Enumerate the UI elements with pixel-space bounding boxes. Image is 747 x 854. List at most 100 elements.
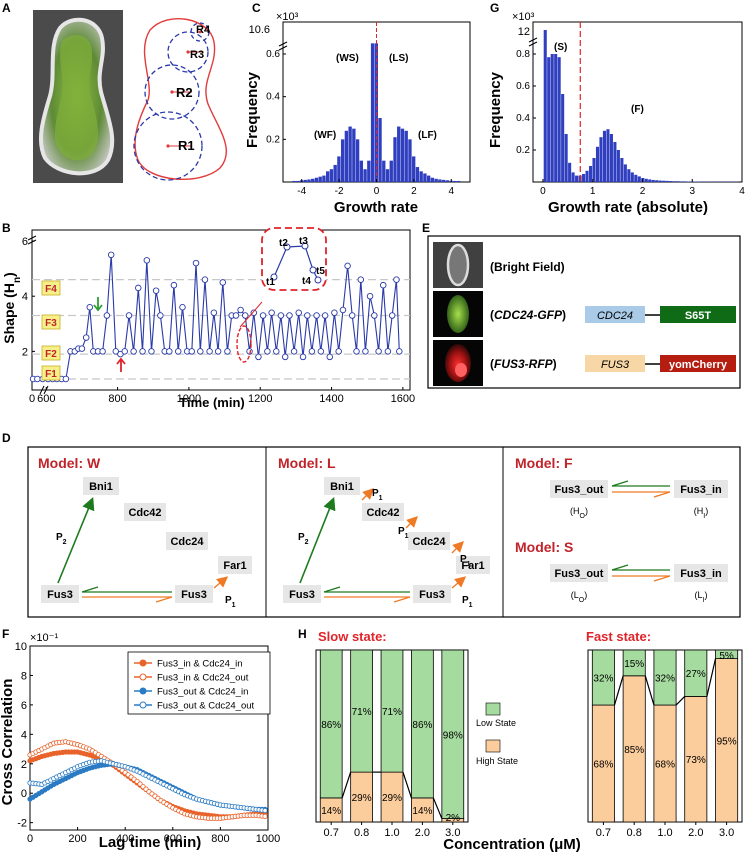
c-bar bbox=[423, 173, 427, 182]
d-frame bbox=[27, 446, 741, 618]
f-legend-label: Fus3_out & Cdc24_in bbox=[157, 687, 248, 698]
b-point bbox=[393, 276, 400, 283]
c-bar bbox=[307, 179, 311, 182]
badge-f1-label: F1 bbox=[45, 369, 57, 380]
b-point bbox=[290, 348, 298, 355]
b-point bbox=[130, 348, 137, 355]
f-y-tick-label: 0 bbox=[21, 788, 27, 800]
c-x-tick-label: 4 bbox=[449, 186, 455, 197]
h-slow-label-low: 86% bbox=[412, 720, 432, 731]
b-point bbox=[210, 309, 218, 317]
c-x-tick-label: 2 bbox=[411, 186, 417, 197]
f-legend-items: Fus3_in & Cdc24_in Fus3_in & Cdc24_out Fus… bbox=[134, 659, 255, 712]
badge-f4 bbox=[41, 280, 61, 296]
circle-r4 bbox=[190, 22, 210, 42]
c-xlabel: Growth rate bbox=[334, 199, 418, 216]
f-axes-frame bbox=[29, 645, 269, 831]
h-slow-x-tick-label: 3.0 bbox=[445, 827, 460, 839]
b-point bbox=[277, 312, 285, 319]
b-ylabel: Shape (Hn) bbox=[1, 272, 23, 343]
f-legend-label: Fus3_in & Cdc24_in bbox=[157, 659, 243, 670]
h-fast-connector bbox=[706, 658, 717, 697]
g-bar bbox=[547, 57, 551, 183]
badge-f3-label: F3 bbox=[45, 318, 57, 329]
b-x-tick-label: 1200 bbox=[248, 393, 272, 405]
h-slow-x-tick-label: 0.7 bbox=[324, 827, 339, 839]
e-row3-label: (FUS3-RFP) bbox=[490, 357, 557, 371]
c-bar bbox=[344, 130, 349, 182]
l-p1-a: P1 bbox=[462, 595, 473, 609]
b-point bbox=[62, 375, 70, 383]
h-fast-x-tick-label: 2.0 bbox=[688, 827, 703, 839]
b-point bbox=[219, 279, 227, 286]
panel-e: E (Bright Field) (CDC24-GFP) (FUS3-RFP) … bbox=[422, 221, 741, 389]
g-bar bbox=[637, 176, 641, 182]
g-bar bbox=[665, 180, 669, 182]
f-legend-marker bbox=[139, 687, 147, 695]
badge-f1 bbox=[41, 365, 61, 381]
c-bar bbox=[426, 175, 431, 182]
b-point bbox=[250, 309, 258, 317]
b-point bbox=[384, 348, 392, 355]
b-point bbox=[34, 375, 41, 383]
h-slow-connector bbox=[341, 771, 352, 799]
c-bar bbox=[393, 137, 397, 182]
h-fast-label-high: 73% bbox=[686, 755, 706, 766]
b-point bbox=[259, 312, 267, 319]
h-fast-x-tick-label: 0.8 bbox=[627, 827, 642, 839]
w-cdc42: Cdc42 bbox=[128, 507, 161, 519]
w-p1: P1 bbox=[225, 595, 236, 609]
b-point bbox=[366, 292, 374, 300]
s-l-i: (LI) bbox=[695, 590, 708, 604]
g-bar bbox=[561, 94, 565, 182]
panel-f: F ×10⁻¹ Cross Correlation Lag time (min)… bbox=[0, 627, 280, 851]
b-point bbox=[170, 281, 178, 289]
f-y-tick-label: -2 bbox=[17, 818, 27, 830]
b-y-tick-label: 6 bbox=[22, 236, 28, 248]
h-fast-bar-low bbox=[684, 649, 708, 697]
panel-label-a: A bbox=[2, 1, 11, 15]
b-point bbox=[166, 348, 173, 355]
c-bar bbox=[415, 167, 420, 182]
c-bar bbox=[385, 169, 390, 182]
panel-a: A R1 R2 R3 R4 bbox=[2, 1, 227, 183]
c-bar bbox=[322, 175, 326, 182]
panel-b: B Shape (Hn) Time (min) 0 600 800 1000 1200 1… bbox=[1, 221, 415, 410]
b-point bbox=[362, 348, 369, 355]
b-point bbox=[388, 312, 396, 319]
b-point bbox=[380, 281, 387, 289]
b-point bbox=[174, 348, 182, 355]
panel-label-c: C bbox=[252, 1, 261, 15]
b-point bbox=[143, 257, 151, 264]
b-point bbox=[281, 353, 289, 361]
e-cdc24-box bbox=[585, 306, 645, 323]
b-point bbox=[331, 309, 338, 317]
badge-f2-label: F2 bbox=[45, 349, 57, 360]
c-bar bbox=[355, 139, 360, 182]
b-point bbox=[188, 348, 196, 355]
h-slow-label-low: 71% bbox=[352, 707, 372, 718]
g-y-top-tick: 12 bbox=[518, 26, 530, 38]
b-point bbox=[308, 348, 316, 355]
d-model-s-title: Model: S bbox=[515, 539, 573, 555]
circle-r2 bbox=[144, 64, 200, 120]
e-s65t-label: S65T bbox=[685, 310, 712, 322]
b-highlight-ellipse bbox=[236, 325, 252, 363]
g-bar bbox=[575, 175, 579, 182]
c-bar bbox=[337, 156, 341, 182]
h-legend-low: Low State bbox=[476, 718, 516, 728]
c-bar bbox=[318, 176, 322, 182]
b-x-tick-label: 1400 bbox=[319, 393, 343, 405]
g-bar bbox=[651, 179, 655, 182]
h-fast-connector bbox=[644, 675, 655, 706]
h-fast-bar-low bbox=[653, 649, 677, 706]
h-slow-label-high: 14% bbox=[321, 806, 341, 817]
w-far1: Far1 bbox=[223, 560, 246, 572]
inset-t4: t4 bbox=[302, 276, 311, 287]
h-slow-label-high: 2% bbox=[446, 813, 461, 824]
c-bar bbox=[453, 180, 457, 182]
g-ylabel: Frequency bbox=[487, 71, 504, 148]
c-bar bbox=[303, 179, 307, 182]
l-p1-d: P1 bbox=[372, 488, 383, 502]
label-r1: R1 bbox=[178, 138, 195, 153]
